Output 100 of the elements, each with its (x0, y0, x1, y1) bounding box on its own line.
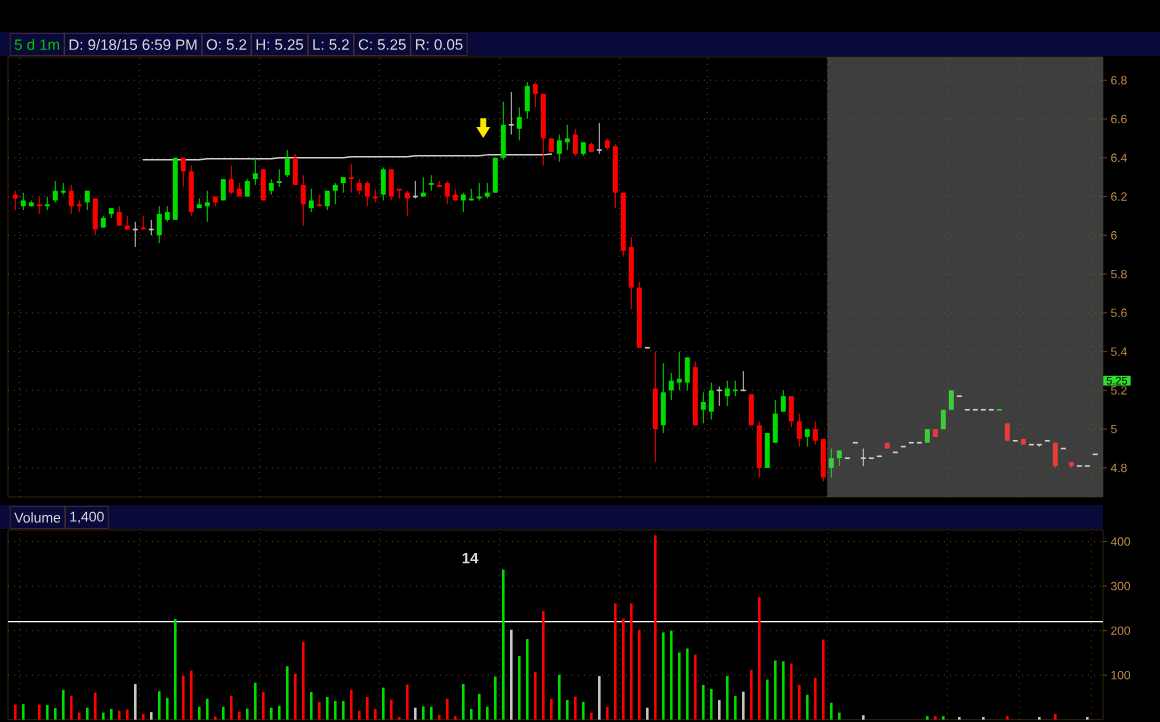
y-tick-label: 5.8 (1111, 269, 1127, 279)
bar (406, 684, 409, 720)
bar (238, 711, 241, 720)
bar (606, 706, 609, 720)
bar (734, 696, 737, 720)
candlestick (796, 413, 802, 448)
bar (590, 712, 593, 720)
bar (102, 712, 105, 720)
bar (678, 652, 681, 720)
candlestick (868, 457, 875, 460)
bar (462, 684, 465, 720)
candlestick (364, 180, 370, 207)
bar (550, 698, 553, 720)
y-tick-label: 300 (1111, 581, 1131, 591)
bar (470, 709, 473, 720)
y-tick-label: 5.4 (1111, 347, 1127, 356)
y-tick-label: 6 (1111, 231, 1117, 240)
text: H: 5.25 (256, 39, 304, 50)
bar (758, 597, 761, 720)
candlestick (988, 408, 995, 411)
candlestick (700, 391, 706, 424)
bar (774, 660, 777, 720)
bar (806, 694, 809, 720)
candlestick (204, 190, 210, 223)
bar (142, 713, 145, 720)
candlestick (676, 351, 682, 391)
candlestick (980, 408, 987, 411)
candlestick (1044, 439, 1051, 442)
bar (710, 688, 713, 720)
bar (494, 676, 497, 720)
candlestick (708, 382, 714, 420)
bar (1006, 716, 1009, 720)
bar (358, 710, 361, 720)
bar (78, 712, 81, 720)
candlestick (948, 389, 954, 411)
candlestick (644, 346, 651, 349)
bar (822, 639, 825, 720)
bar (342, 700, 345, 720)
bar (694, 654, 697, 720)
candlestick (908, 441, 915, 444)
candlestick (668, 372, 674, 401)
bar (830, 702, 833, 720)
candlestick (852, 441, 859, 444)
candlestick (444, 180, 450, 205)
y-tick-label: 5.6 (1111, 308, 1127, 318)
candlestick (508, 91, 515, 136)
candlestick (252, 157, 258, 186)
bar (726, 676, 729, 720)
text: R: 0.05 (416, 39, 463, 50)
bar (534, 672, 537, 720)
bar (318, 701, 321, 720)
bar (502, 569, 505, 720)
bar (214, 716, 217, 720)
bar (166, 697, 169, 720)
bar (334, 700, 337, 720)
bar (526, 639, 529, 720)
bar (486, 706, 489, 720)
candlestick (556, 134, 562, 163)
bar (438, 714, 441, 720)
bar (926, 716, 929, 720)
bar (598, 676, 601, 720)
annotation: 5.25 (1106, 376, 1128, 385)
bar (262, 692, 265, 720)
bar (182, 675, 185, 720)
candlestick (564, 124, 570, 151)
candlestick (1012, 439, 1019, 442)
candlestick (228, 165, 234, 196)
bar (206, 698, 209, 720)
bar (654, 535, 657, 720)
bar (1054, 713, 1057, 720)
annotation: 14 (462, 552, 479, 564)
bar (422, 706, 425, 720)
candlestick (116, 205, 122, 227)
candlestick (68, 184, 74, 215)
bar (286, 666, 289, 720)
text: C: 5.25 (358, 39, 406, 50)
bar (958, 717, 961, 720)
bar (94, 692, 97, 720)
bar (230, 696, 233, 720)
bar (294, 673, 297, 720)
text: O: 5.2 (206, 39, 247, 50)
chart-title: Volume (14, 512, 61, 523)
bar (310, 692, 313, 720)
bar (702, 684, 705, 720)
bar (246, 708, 249, 720)
candlestick (844, 457, 851, 460)
bar (110, 709, 113, 720)
bar (686, 648, 689, 720)
bar (134, 684, 137, 720)
bar (22, 704, 25, 720)
text: 1,400 (70, 511, 104, 524)
chart-title: 5 d 1m (14, 38, 60, 50)
bar (430, 706, 433, 720)
candlestick (300, 174, 306, 227)
candlestick (1052, 442, 1058, 469)
candlestick (284, 149, 290, 178)
candlestick (812, 420, 818, 446)
candlestick (724, 380, 730, 407)
bar (270, 707, 273, 720)
bar (518, 656, 521, 720)
